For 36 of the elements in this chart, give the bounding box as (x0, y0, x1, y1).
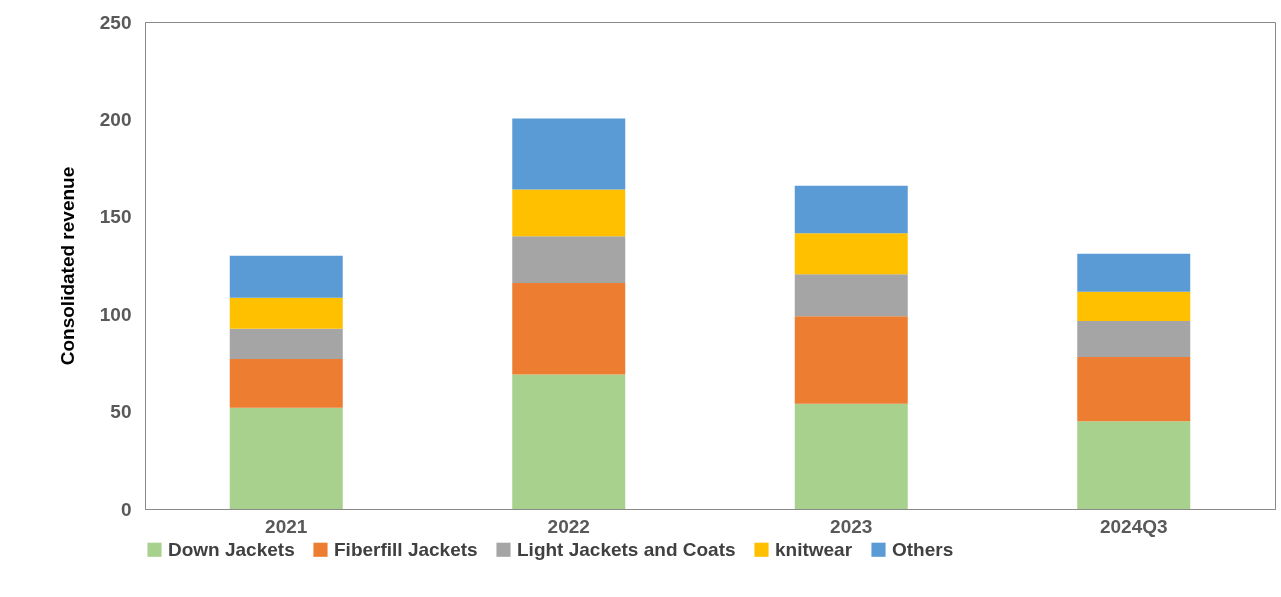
legend-label: Down Jackets (168, 538, 295, 560)
bar (229, 328, 343, 359)
bar (229, 407, 343, 509)
bar (229, 255, 343, 298)
y-tick-label: 150 (99, 206, 132, 228)
bar (512, 374, 626, 509)
legend-label: knitwear (775, 538, 853, 560)
y-tick-label: 100 (99, 303, 132, 325)
bar (512, 236, 626, 284)
bar (512, 283, 626, 375)
bar (512, 189, 626, 237)
y-axis-title: Consolidated revenue (56, 166, 78, 366)
x-tick-label: 2024Q3 (1099, 515, 1168, 537)
bar (794, 185, 908, 234)
y-tick-label: 0 (120, 498, 132, 520)
legend-label: Fiberfill Jackets (334, 538, 478, 560)
bar (794, 233, 908, 275)
y-tick-label: 250 (99, 11, 132, 33)
legend-label: Light Jackets and Coats (517, 538, 736, 560)
bar (794, 403, 908, 509)
x-tick-label: 2023 (830, 515, 873, 537)
bar (229, 359, 343, 408)
bar (1077, 421, 1191, 509)
legend-label: Others (892, 538, 954, 560)
bar (512, 118, 626, 190)
x-tick-label: 2021 (265, 515, 308, 537)
y-tick-label: 200 (99, 108, 132, 130)
bar (229, 297, 343, 329)
bar (1077, 357, 1191, 422)
x-tick-label: 2022 (547, 515, 590, 537)
bar (1077, 253, 1191, 292)
y-tick-label: 50 (110, 401, 132, 423)
bar (1077, 291, 1191, 322)
bar (1077, 321, 1191, 358)
bar (794, 274, 908, 317)
bar (794, 316, 908, 404)
